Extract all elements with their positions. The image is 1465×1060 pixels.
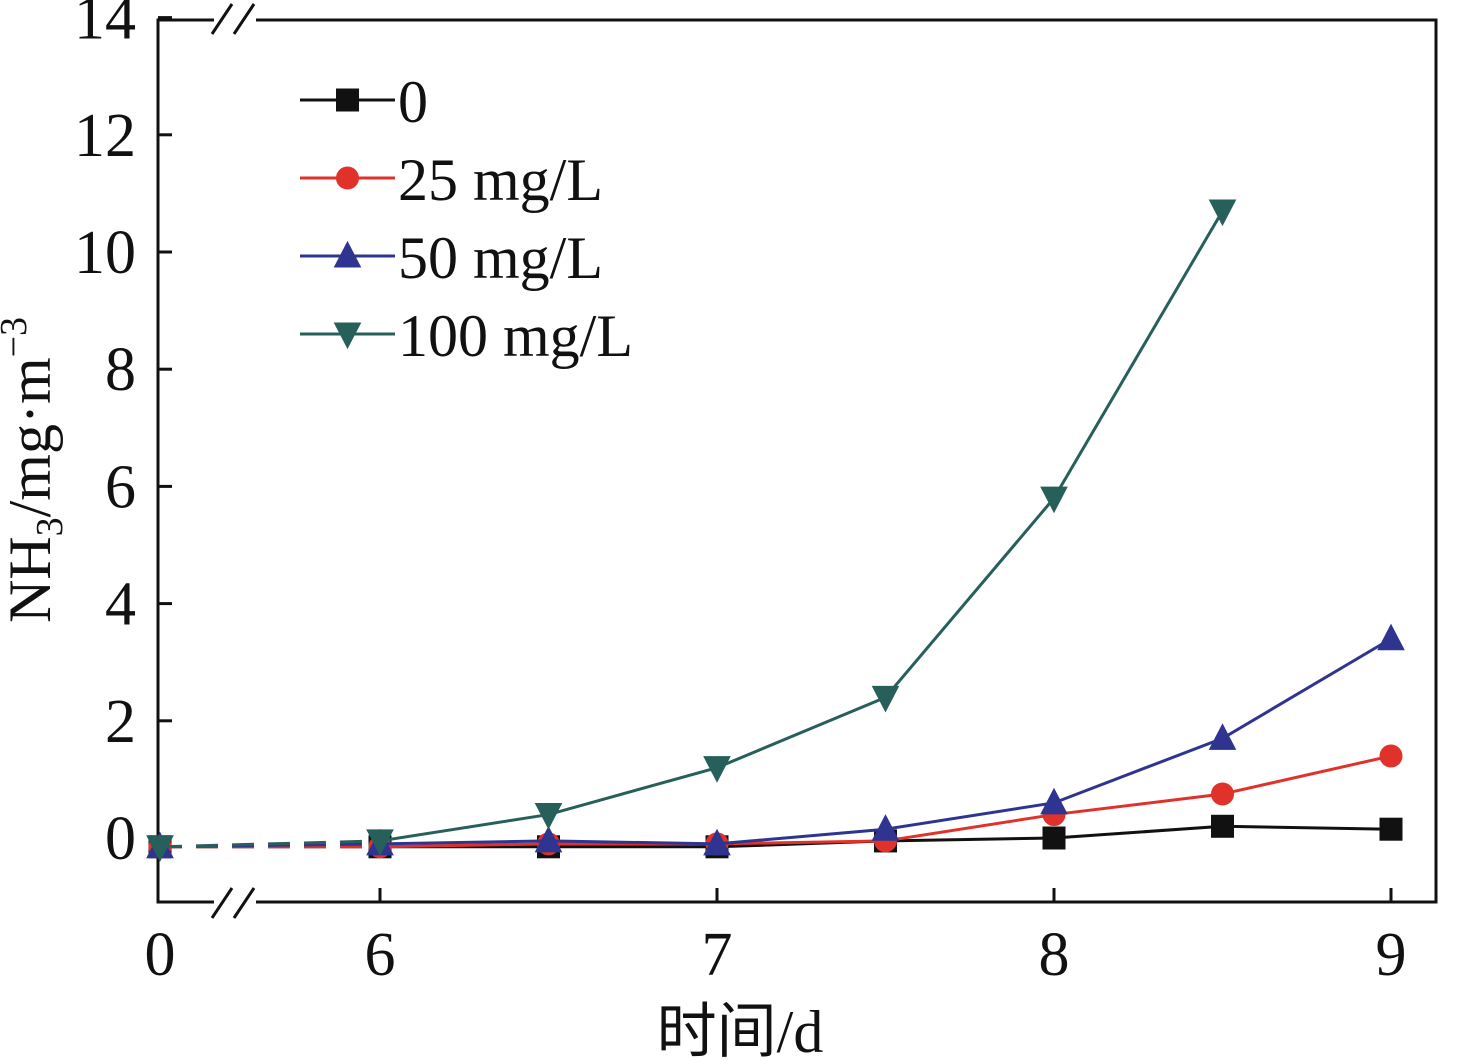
data-point bbox=[534, 803, 563, 830]
data-point bbox=[1377, 623, 1405, 651]
legend-label: 100 mg/L bbox=[398, 303, 633, 369]
series-layer bbox=[146, 199, 1405, 862]
y-tick-label: 8 bbox=[105, 336, 136, 404]
y-tick-label: 0 bbox=[105, 805, 136, 873]
x-axis-break-bottom bbox=[210, 887, 256, 919]
series-1 bbox=[148, 744, 1403, 859]
x-tick-label: 8 bbox=[1039, 921, 1070, 989]
x-axis-title: 时间/d bbox=[657, 999, 824, 1060]
data-point bbox=[146, 835, 174, 862]
data-point bbox=[336, 88, 359, 112]
data-point bbox=[1042, 826, 1066, 850]
y-axis-title-sub: 3 bbox=[29, 517, 71, 536]
data-point bbox=[333, 240, 362, 268]
data-point bbox=[1208, 723, 1237, 750]
data-point bbox=[333, 322, 362, 350]
legend-label: 0 bbox=[398, 69, 428, 135]
data-point bbox=[1211, 814, 1234, 838]
x-axis-ticks: 0 6 7 8 9 bbox=[145, 888, 1407, 989]
legend-entry: 25 mg/L bbox=[300, 147, 603, 213]
legend-entry: 0 bbox=[300, 69, 428, 135]
legend-entry: 50 mg/L bbox=[300, 225, 603, 291]
data-point bbox=[1208, 199, 1237, 227]
series-0 bbox=[148, 814, 1403, 859]
y-tick-label: 4 bbox=[105, 571, 136, 639]
x-tick-label: 0 bbox=[145, 921, 176, 989]
y-axis-title: NH3/mg·m−3 bbox=[0, 317, 71, 623]
data-point bbox=[336, 166, 359, 190]
legend-label: 50 mg/L bbox=[398, 225, 603, 291]
y-axis-title-main: NH bbox=[0, 536, 63, 623]
series-3 bbox=[146, 199, 1237, 862]
x-axis-break-top bbox=[210, 3, 256, 35]
y-axis-ticks: 0 2 4 6 8 10 12 14 bbox=[74, 0, 172, 873]
y-axis-title-sup: −3 bbox=[0, 317, 35, 357]
data-point bbox=[703, 828, 731, 856]
data-point bbox=[1040, 486, 1068, 514]
data-point bbox=[871, 814, 900, 841]
data-point bbox=[1379, 744, 1403, 768]
series-break-line bbox=[159, 839, 381, 849]
data-point bbox=[703, 756, 731, 783]
data-point bbox=[1379, 817, 1403, 841]
plot-frame bbox=[156, 18, 1438, 904]
x-tick-label: 9 bbox=[1376, 921, 1407, 989]
legend: 0 25 mg/L 50 mg/L 100 mg/L bbox=[300, 69, 633, 369]
series-line bbox=[379, 210, 1224, 843]
series-line bbox=[379, 637, 1392, 846]
y-tick-label: 14 bbox=[74, 0, 136, 53]
y-tick-label: 10 bbox=[74, 219, 136, 287]
y-tick-label: 6 bbox=[105, 453, 136, 521]
data-point bbox=[534, 825, 563, 853]
y-tick-label: 2 bbox=[105, 688, 136, 756]
y-tick-label: 12 bbox=[74, 102, 136, 170]
data-point bbox=[366, 829, 394, 857]
x-tick-label: 7 bbox=[702, 921, 733, 989]
legend-entry: 100 mg/L bbox=[300, 303, 633, 369]
y-axis-title-unit: /mg·m bbox=[0, 357, 63, 517]
data-point bbox=[871, 685, 900, 713]
legend-label: 25 mg/L bbox=[398, 147, 603, 213]
data-point bbox=[1040, 787, 1068, 815]
data-point bbox=[1211, 782, 1234, 806]
x-tick-label: 6 bbox=[365, 921, 396, 989]
